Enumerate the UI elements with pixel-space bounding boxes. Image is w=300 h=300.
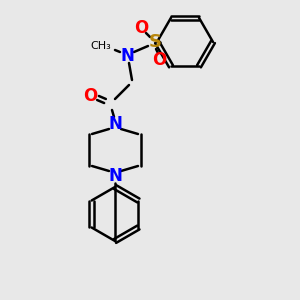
Text: O: O (152, 51, 166, 69)
Text: N: N (108, 167, 122, 185)
Text: N: N (120, 47, 134, 65)
Text: CH₃: CH₃ (91, 41, 111, 51)
Text: N: N (108, 115, 122, 133)
Text: O: O (134, 19, 148, 37)
Text: S: S (148, 33, 161, 51)
Text: O: O (83, 87, 97, 105)
